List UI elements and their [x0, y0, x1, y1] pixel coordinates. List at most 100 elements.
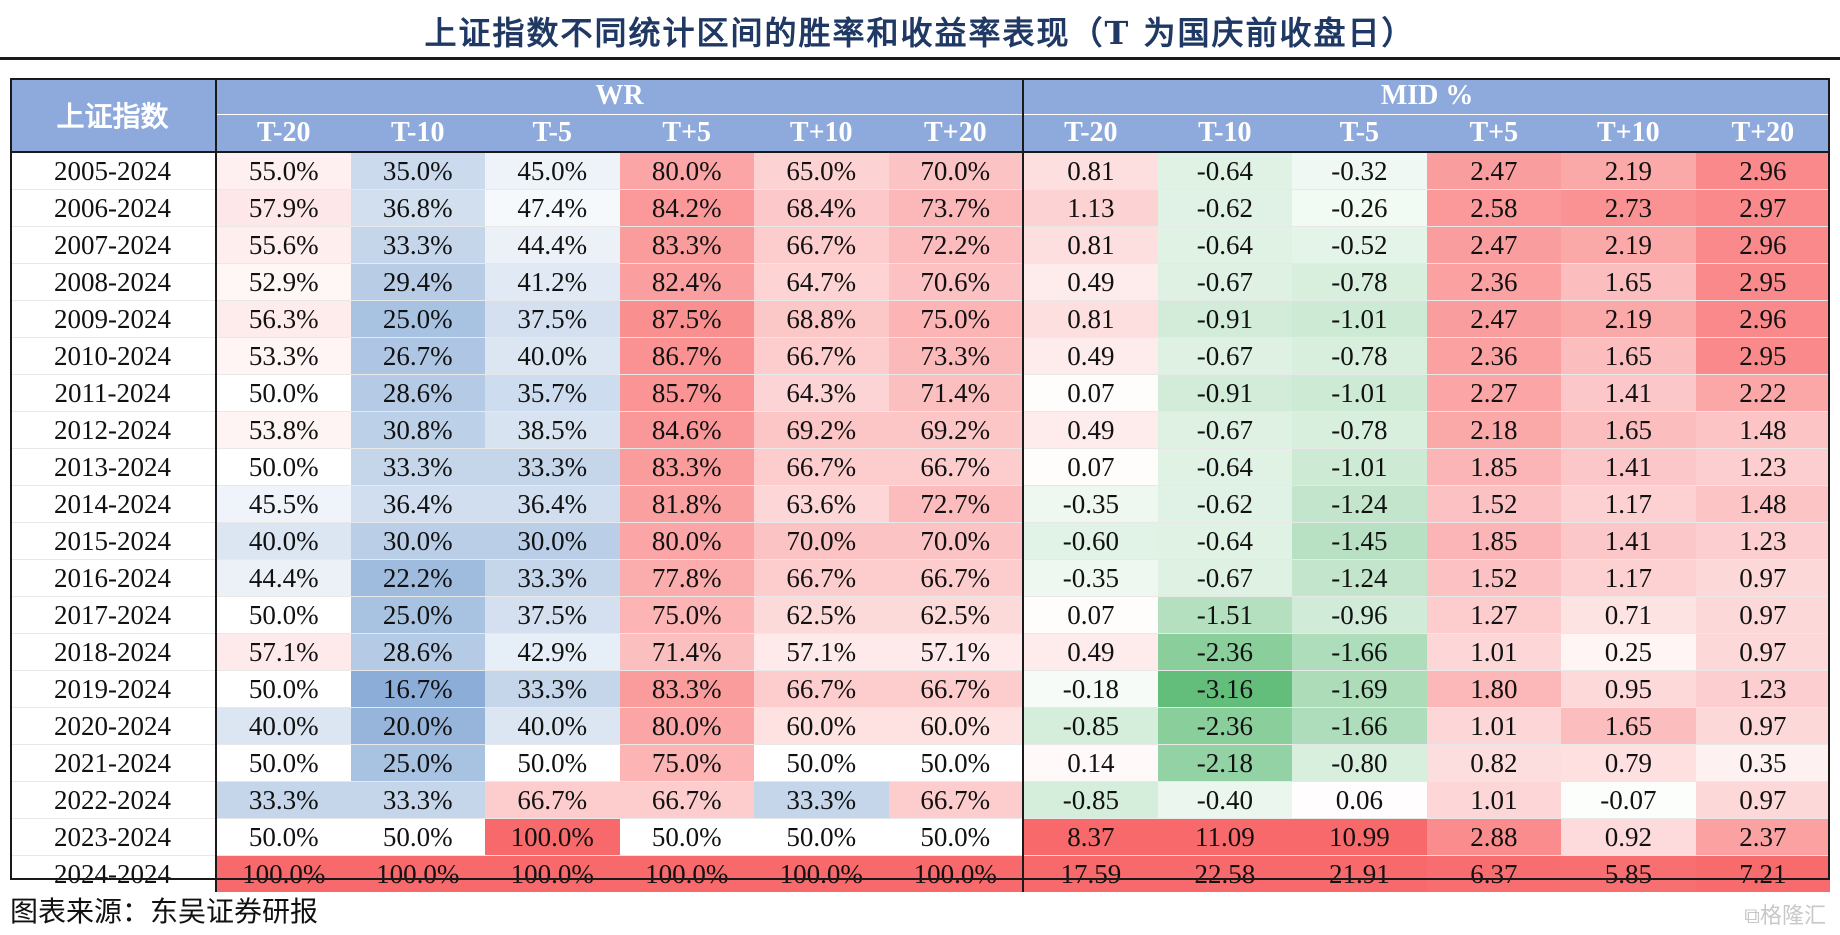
- cell-wr: 16.7%: [350, 670, 485, 708]
- cell-wr: 62.5%: [754, 596, 889, 634]
- row-label: 2010-2024: [10, 337, 216, 375]
- cell-mid: 1.41: [1561, 374, 1696, 412]
- cell-wr: 68.8%: [754, 300, 889, 338]
- row-label: 2016-2024: [10, 559, 216, 597]
- cell-mid: 2.73: [1561, 189, 1696, 227]
- cell-wr: 70.0%: [754, 522, 889, 560]
- cell-mid: -0.91: [1157, 300, 1293, 338]
- cell-wr: 82.4%: [619, 263, 754, 301]
- cell-mid: -1.51: [1157, 596, 1293, 634]
- cell-wr: 28.6%: [350, 633, 485, 671]
- column-header-mid-tplus20: T+20: [1695, 114, 1831, 152]
- cell-mid: 0.97: [1695, 633, 1831, 671]
- cell-mid: 22.58: [1157, 855, 1293, 892]
- cell-wr: 70.0%: [888, 151, 1024, 190]
- cell-wr: 40.0%: [215, 522, 351, 560]
- cell-mid: 0.07: [1022, 448, 1158, 486]
- cell-mid: 0.07: [1022, 374, 1158, 412]
- cell-wr: 68.4%: [754, 189, 889, 227]
- cell-mid: -0.35: [1022, 559, 1158, 597]
- cell-mid: 0.06: [1292, 781, 1427, 819]
- cell-wr: 50.0%: [350, 818, 485, 856]
- cell-mid: -1.24: [1292, 559, 1427, 597]
- cell-wr: 62.5%: [888, 596, 1024, 634]
- cell-wr: 83.3%: [619, 448, 754, 486]
- table-row: 2020-2024 40.0% 20.0% 40.0% 80.0% 60.0% 60.0% -…: [10, 707, 1831, 745]
- data-table: 上证指数 WR MID % T-20 T-10 T-5 T+5 T+10 T+20 T-20…: [10, 78, 1831, 892]
- cell-mid: 1.65: [1561, 263, 1696, 301]
- cell-mid: 2.19: [1561, 226, 1696, 264]
- cell-mid: 0.81: [1022, 226, 1158, 264]
- row-label: 2005-2024: [10, 151, 216, 190]
- cell-mid: 2.96: [1695, 300, 1831, 338]
- cell-wr: 35.7%: [485, 374, 620, 412]
- cell-mid: 0.97: [1695, 781, 1831, 819]
- cell-mid: 2.97: [1695, 189, 1831, 227]
- cell-mid: -1.01: [1292, 300, 1427, 338]
- cell-mid: 0.97: [1695, 707, 1831, 745]
- watermark-logo: ⧉格隆汇: [1744, 904, 1826, 929]
- column-header-wr-tminus20: T-20: [215, 114, 351, 152]
- cell-mid: 1.17: [1561, 485, 1696, 523]
- cell-mid: -1.66: [1292, 707, 1427, 745]
- cell-wr: 65.0%: [754, 151, 889, 190]
- cell-mid: 1.52: [1426, 485, 1562, 523]
- cell-wr: 44.4%: [215, 559, 351, 597]
- cell-mid: 2.47: [1426, 300, 1562, 338]
- cell-mid: -0.67: [1157, 337, 1293, 375]
- cell-mid: 2.27: [1426, 374, 1562, 412]
- cell-wr: 41.2%: [485, 263, 620, 301]
- cell-mid: -3.16: [1157, 670, 1293, 708]
- cell-wr: 50.0%: [754, 818, 889, 856]
- cell-wr: 50.0%: [888, 818, 1024, 856]
- cell-wr: 47.4%: [485, 189, 620, 227]
- group-header-wr: WR: [214, 78, 1024, 115]
- cell-wr: 33.3%: [485, 448, 620, 486]
- cell-wr: 83.3%: [619, 226, 754, 264]
- cell-wr: 40.0%: [485, 707, 620, 745]
- row-label: 2023-2024: [10, 818, 216, 856]
- row-label: 2021-2024: [10, 744, 216, 782]
- column-header-wr-tplus10: T+10: [754, 114, 889, 152]
- cell-wr: 50.0%: [215, 818, 351, 856]
- row-label: 2017-2024: [10, 596, 216, 634]
- cell-wr: 72.7%: [888, 485, 1024, 523]
- cell-wr: 66.7%: [888, 559, 1024, 597]
- cell-mid: 0.97: [1695, 596, 1831, 634]
- cell-wr: 36.4%: [485, 485, 620, 523]
- cell-wr: 66.7%: [888, 448, 1024, 486]
- cell-wr: 70.6%: [888, 263, 1024, 301]
- row-label: 2014-2024: [10, 485, 216, 523]
- cell-wr: 33.3%: [350, 448, 485, 486]
- cell-mid: 0.79: [1561, 744, 1696, 782]
- cell-wr: 66.7%: [619, 781, 754, 819]
- cell-mid: -0.80: [1292, 744, 1427, 782]
- cell-wr: 40.0%: [485, 337, 620, 375]
- cell-wr: 70.0%: [888, 522, 1024, 560]
- cell-wr: 50.0%: [888, 744, 1024, 782]
- cell-mid: 2.47: [1426, 151, 1562, 190]
- cell-wr: 66.7%: [888, 781, 1024, 819]
- cell-wr: 64.7%: [754, 263, 889, 301]
- cell-mid: -0.67: [1157, 559, 1293, 597]
- cell-mid: 0.97: [1695, 559, 1831, 597]
- cell-wr: 80.0%: [619, 707, 754, 745]
- cell-mid: 0.49: [1022, 633, 1158, 671]
- cell-mid: 0.82: [1426, 744, 1562, 782]
- cell-mid: -0.96: [1292, 596, 1427, 634]
- cell-mid: 1.48: [1695, 411, 1831, 449]
- cell-wr: 71.4%: [619, 633, 754, 671]
- cell-wr: 42.9%: [485, 633, 620, 671]
- cell-wr: 66.7%: [754, 337, 889, 375]
- row-header: 上证指数: [10, 78, 216, 153]
- cell-wr: 28.6%: [350, 374, 485, 412]
- cell-mid: 0.92: [1561, 818, 1696, 856]
- cell-mid: 1.85: [1426, 448, 1562, 486]
- cell-wr: 71.4%: [888, 374, 1024, 412]
- cell-wr: 53.3%: [215, 337, 351, 375]
- cell-mid: -2.18: [1157, 744, 1293, 782]
- cell-wr: 57.9%: [215, 189, 351, 227]
- cell-mid: 1.85: [1426, 522, 1562, 560]
- cell-mid: 2.96: [1695, 151, 1831, 190]
- cell-mid: 0.95: [1561, 670, 1696, 708]
